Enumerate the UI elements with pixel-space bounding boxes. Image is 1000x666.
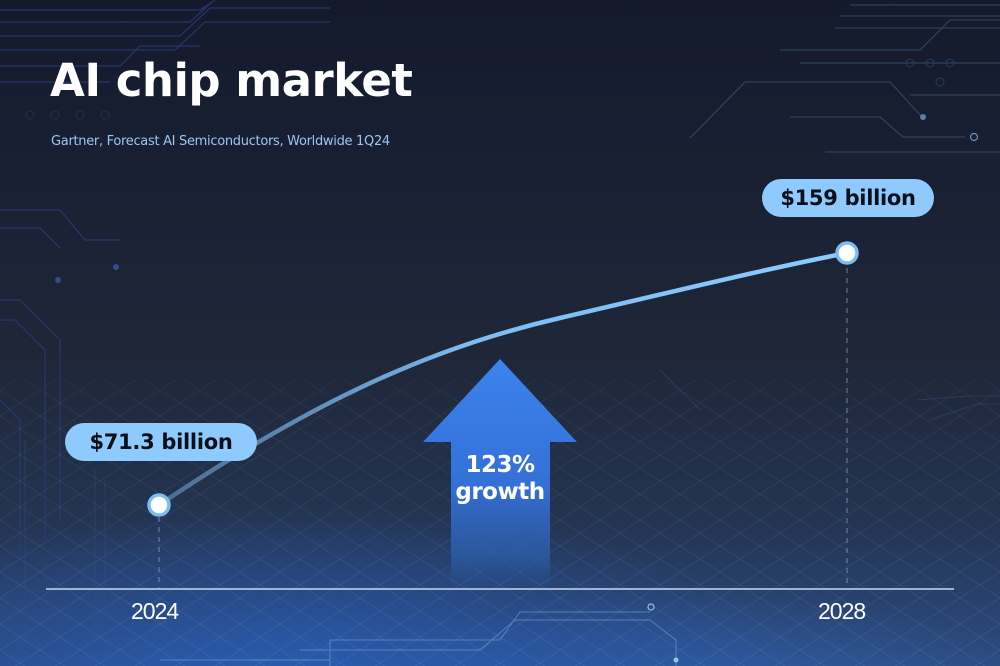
- growth-arrow-icon: [423, 359, 577, 590]
- growth-percent: 123%: [465, 452, 535, 478]
- value-label-2028: $159 billion: [762, 179, 934, 217]
- growth-annotation: 123% growth: [420, 452, 580, 506]
- data-point-2024: [147, 493, 171, 517]
- x-tick-2024: 2024: [131, 598, 179, 624]
- x-tick-2028: 2028: [818, 598, 866, 624]
- chart-title: AI chip market: [50, 54, 413, 107]
- chart-source: Gartner, Forecast AI Semiconductors, Wor…: [51, 134, 390, 149]
- trend-line: [156, 250, 850, 508]
- growth-word: growth: [455, 479, 545, 505]
- data-point-2028: [835, 241, 859, 265]
- value-label-2024: $71.3 billion: [65, 423, 257, 461]
